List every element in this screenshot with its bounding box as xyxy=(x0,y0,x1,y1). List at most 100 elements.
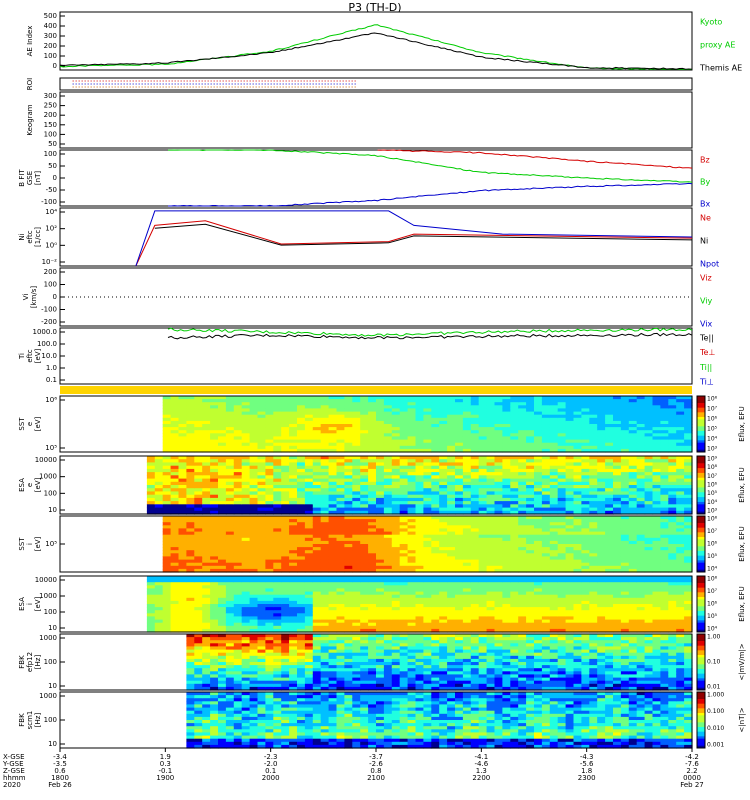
spectrogram-cell xyxy=(376,459,385,463)
spectrogram-cell xyxy=(415,600,424,605)
spectrogram-cell xyxy=(391,399,401,403)
spectrogram-cell xyxy=(273,534,282,539)
spectrogram-cell xyxy=(249,420,259,425)
spectrogram-cell xyxy=(415,439,424,444)
spectrogram-cell xyxy=(597,585,606,589)
spectrogram-cell xyxy=(486,522,496,526)
spectrogram-cell xyxy=(178,579,187,583)
spectrogram-cell xyxy=(304,576,314,580)
spectrogram-cell xyxy=(218,507,227,512)
spectrogram-cell xyxy=(154,472,164,476)
spectrogram-cell xyxy=(613,408,622,413)
spectrogram-cell xyxy=(304,478,314,483)
spectrogram-cell xyxy=(281,430,290,434)
spectrogram-cell xyxy=(352,405,361,409)
spectrogram-cell xyxy=(518,610,527,614)
spectrogram-cell xyxy=(360,414,369,419)
spectrogram-cell xyxy=(534,396,543,400)
spectrogram-cell xyxy=(297,399,306,403)
spectrogram-cell xyxy=(447,528,456,533)
spectrogram-cell xyxy=(178,507,187,512)
spectrogram-cell xyxy=(320,588,330,593)
spectrogram-cell xyxy=(620,468,630,473)
spectrogram-cell xyxy=(273,565,282,570)
colorbar-tick: 10⁶ xyxy=(707,482,718,489)
spectrogram-cell xyxy=(376,582,385,586)
spectrogram-cell xyxy=(194,436,203,441)
spectrogram-cell xyxy=(328,424,338,428)
spectrogram-cell xyxy=(320,507,330,512)
spectrogram-cell xyxy=(644,439,654,444)
spectrogram-cell xyxy=(170,433,180,437)
spectrogram-cell xyxy=(557,547,567,551)
spectrogram-cell xyxy=(526,622,535,627)
spectrogram-cell xyxy=(249,399,259,403)
spectrogram-cell xyxy=(628,531,638,536)
spectrogram-cell xyxy=(494,459,503,463)
spectrogram-cell xyxy=(336,537,345,542)
colorbar-frame xyxy=(696,515,706,573)
colorbar-tick: 10⁷ xyxy=(707,406,718,413)
spectrogram-cell xyxy=(605,427,614,431)
spectrogram-cell xyxy=(447,468,456,473)
spectrogram-cell xyxy=(297,424,306,428)
spectrogram-cell xyxy=(510,559,519,564)
spectrogram-cell xyxy=(628,468,638,473)
spectrogram-cell xyxy=(660,547,669,551)
spectrogram-cell xyxy=(328,547,338,551)
spectrogram-cell xyxy=(541,456,551,460)
spectrogram-cell xyxy=(652,411,661,416)
spectrogram-cell xyxy=(407,485,417,489)
colorbar-cell xyxy=(697,541,705,545)
spectrogram-cell xyxy=(265,568,274,573)
spectrogram-cell xyxy=(486,439,496,444)
spectrogram-cell xyxy=(644,424,654,428)
spectrogram-cell xyxy=(613,396,622,400)
spectrogram-cell xyxy=(462,565,472,570)
spectrogram-cell xyxy=(399,588,409,593)
spectrogram-cell xyxy=(644,430,654,434)
spectrogram-cell xyxy=(336,516,345,520)
spectrogram-cell xyxy=(613,622,622,627)
spectrogram-cell xyxy=(225,427,235,431)
spectrogram-cell xyxy=(178,420,187,425)
spectrogram-cell xyxy=(218,565,227,570)
spectrogram-cell xyxy=(281,402,290,406)
spectrogram-cell xyxy=(502,588,511,593)
spectrogram-cell xyxy=(383,456,393,460)
spectrogram-cell xyxy=(210,525,219,529)
spectrogram-cell xyxy=(281,597,290,602)
spectrogram-cell xyxy=(170,556,180,561)
spectrogram-cell xyxy=(202,562,211,567)
colorbar-cell xyxy=(697,396,705,399)
colorbar-cell xyxy=(697,456,705,459)
spectrogram-cell xyxy=(281,537,290,542)
spectrogram-cell xyxy=(439,445,448,450)
spectrogram-cell xyxy=(383,516,393,520)
spectrogram-cell xyxy=(194,528,203,533)
spectrogram-cell xyxy=(225,411,235,416)
spectrogram-cell xyxy=(565,399,575,403)
spectrogram-cell xyxy=(486,465,496,470)
spectrogram-cell xyxy=(241,424,251,428)
spectrogram-cell xyxy=(502,516,511,520)
spectrogram-cell xyxy=(565,540,575,545)
spectrogram-cell xyxy=(439,507,448,512)
spectrogram-cell xyxy=(344,579,353,583)
spectrogram-cell xyxy=(202,600,211,605)
spectrogram-cell xyxy=(289,597,298,602)
spectrogram-cell xyxy=(636,562,646,567)
spectrogram-cell xyxy=(225,576,235,580)
spectrogram-cell xyxy=(652,497,661,502)
spectrogram-cell xyxy=(557,507,567,512)
spectrogram-cell xyxy=(541,591,551,596)
ylabel-ti: eftc xyxy=(26,349,34,362)
spectrogram-cell xyxy=(518,494,527,499)
spectrogram-cell xyxy=(233,531,243,536)
spectrogram-cell xyxy=(486,591,496,596)
spectrogram-cell xyxy=(549,494,559,499)
spectrogram-cell xyxy=(439,424,448,428)
spectrogram-cell xyxy=(170,525,180,529)
spectrogram-cell xyxy=(360,459,369,463)
spectrogram-cell xyxy=(281,475,290,480)
